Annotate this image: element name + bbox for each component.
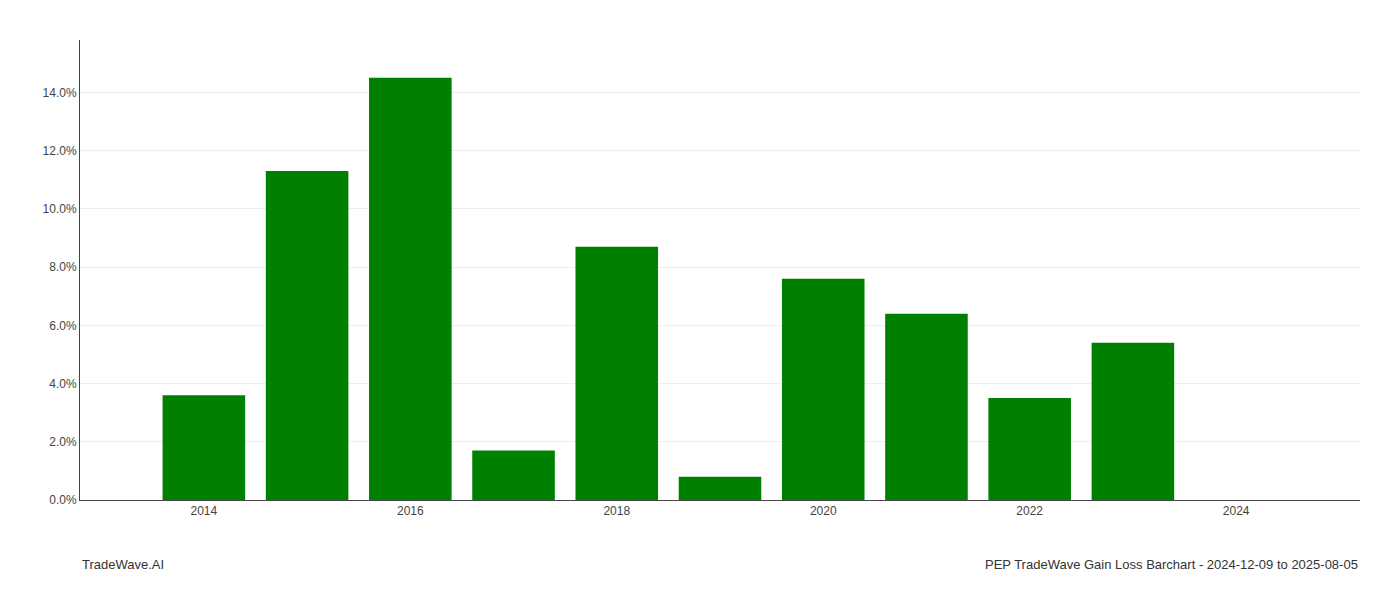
svg-text:4.0%: 4.0% [49,377,77,391]
svg-text:2018: 2018 [603,504,630,518]
svg-text:2024: 2024 [1223,504,1250,518]
svg-text:0.0%: 0.0% [49,493,77,507]
svg-text:2020: 2020 [810,504,837,518]
svg-text:12.0%: 12.0% [43,144,77,158]
svg-text:14.0%: 14.0% [43,86,77,100]
svg-text:10.0%: 10.0% [43,202,77,216]
svg-text:2016: 2016 [397,504,424,518]
svg-text:2.0%: 2.0% [49,435,77,449]
svg-text:8.0%: 8.0% [49,260,77,274]
svg-text:2022: 2022 [1016,504,1043,518]
svg-text:6.0%: 6.0% [49,319,77,333]
svg-text:2014: 2014 [191,504,218,518]
svg-text:TradeWave.AI: TradeWave.AI [82,557,164,572]
svg-text:PEP TradeWave Gain Loss Barcha: PEP TradeWave Gain Loss Barchart - 2024-… [985,557,1358,572]
